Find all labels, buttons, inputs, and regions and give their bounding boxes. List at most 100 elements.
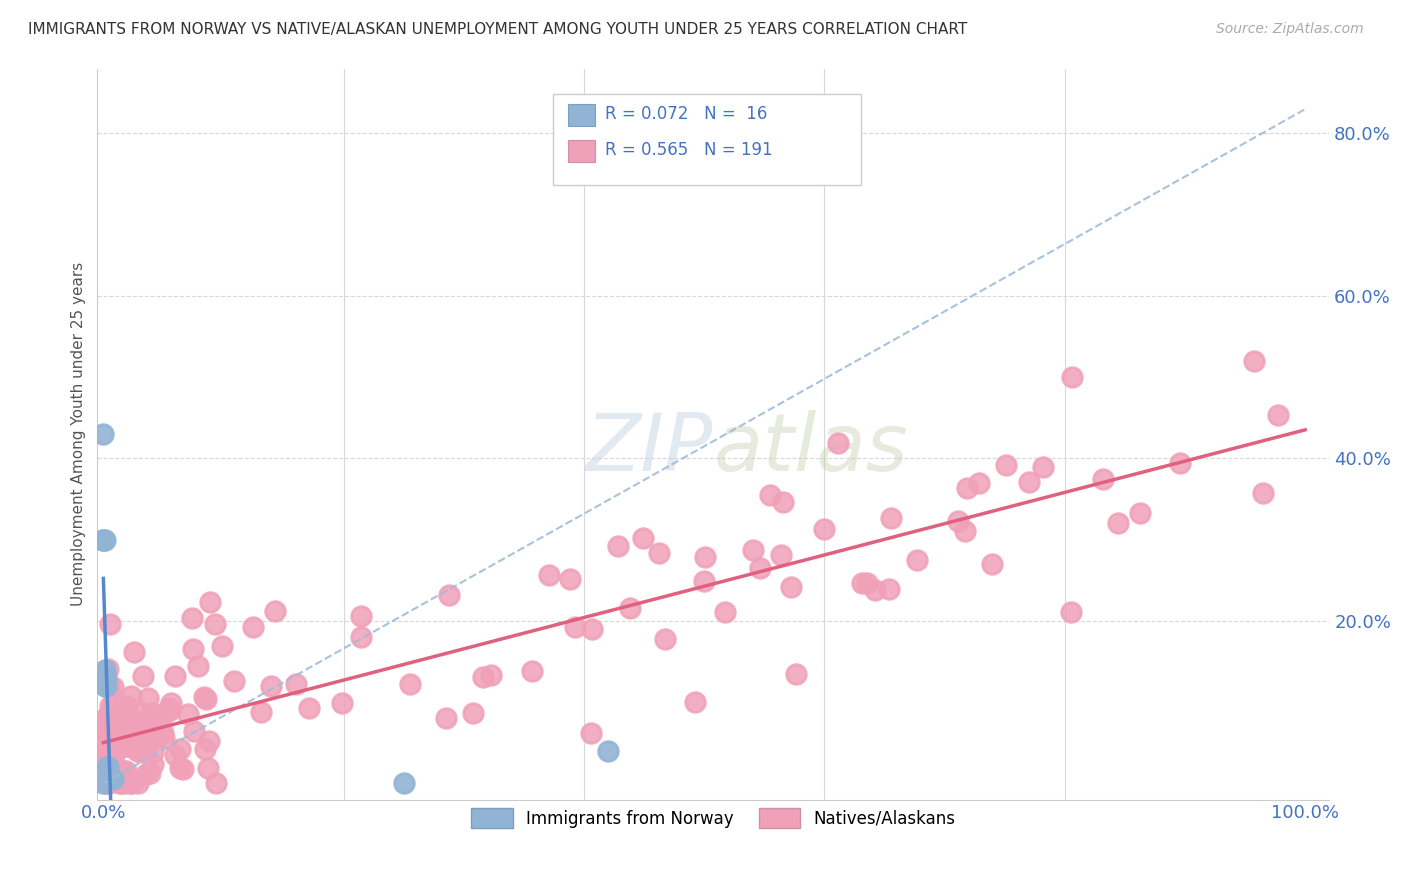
Point — [132, 743, 155, 757]
Point — [785, 666, 807, 681]
Point — [399, 677, 422, 691]
Point — [631, 531, 654, 545]
Point — [98, 681, 121, 695]
Point — [135, 766, 157, 780]
Point — [107, 761, 129, 775]
Point — [813, 522, 835, 536]
Point — [112, 722, 135, 736]
Point — [97, 732, 120, 747]
Point — [157, 701, 180, 715]
Legend: Immigrants from Norway, Natives/Alaskans: Immigrants from Norway, Natives/Alaskans — [464, 801, 962, 835]
Point — [855, 576, 877, 591]
Point — [121, 732, 143, 747]
Point — [260, 679, 283, 693]
Point — [98, 768, 121, 782]
Text: IMMIGRANTS FROM NORWAY VS NATIVE/ALASKAN UNEMPLOYMENT AMONG YOUTH UNDER 25 YEARS: IMMIGRANTS FROM NORWAY VS NATIVE/ALASKAN… — [28, 22, 967, 37]
Point — [1091, 472, 1114, 486]
Point — [877, 582, 900, 596]
Text: R = 0.565   N = 191: R = 0.565 N = 191 — [605, 142, 772, 160]
Point — [98, 705, 121, 719]
Point — [114, 712, 136, 726]
Point — [122, 645, 145, 659]
Point — [94, 679, 117, 693]
Point — [125, 743, 148, 757]
Point — [93, 737, 115, 751]
Point — [94, 767, 117, 781]
Point — [969, 475, 991, 490]
Point — [129, 715, 152, 730]
Point — [264, 604, 287, 618]
Point — [101, 736, 124, 750]
Point — [127, 776, 149, 790]
Point — [94, 743, 117, 757]
Point — [654, 632, 676, 647]
Point — [136, 714, 159, 728]
Point — [110, 736, 132, 750]
Text: atlas: atlas — [713, 409, 908, 488]
Point — [108, 737, 131, 751]
Point — [195, 692, 218, 706]
Point — [136, 737, 159, 751]
Point — [769, 548, 792, 562]
Point — [683, 695, 706, 709]
Point — [94, 724, 117, 739]
Point — [115, 728, 138, 742]
Point — [152, 731, 174, 745]
Point — [779, 580, 801, 594]
Point — [94, 735, 117, 749]
Point — [94, 772, 117, 787]
Point — [772, 495, 794, 509]
Point — [181, 642, 204, 657]
Point — [105, 763, 128, 777]
Point — [693, 550, 716, 565]
Point — [204, 617, 226, 632]
Point — [93, 776, 115, 790]
Point — [330, 696, 353, 710]
Point — [392, 776, 415, 790]
Point — [93, 679, 115, 693]
Point — [222, 674, 245, 689]
Point — [115, 721, 138, 735]
Point — [100, 730, 122, 744]
Point — [100, 728, 122, 742]
Point — [103, 680, 125, 694]
Point — [114, 739, 136, 753]
Point — [197, 734, 219, 748]
Point — [108, 776, 131, 790]
Point — [197, 760, 219, 774]
Point — [103, 705, 125, 719]
Point — [121, 689, 143, 703]
Point — [159, 703, 181, 717]
Point — [581, 622, 603, 636]
Point — [129, 705, 152, 719]
Point — [211, 639, 233, 653]
Point — [205, 776, 228, 790]
Point — [93, 671, 115, 685]
Point — [98, 616, 121, 631]
Point — [93, 758, 115, 772]
Point — [851, 575, 873, 590]
Point — [111, 765, 134, 780]
Point — [97, 707, 120, 722]
Point — [141, 710, 163, 724]
Point — [96, 776, 118, 790]
Point — [93, 533, 115, 547]
Point — [93, 427, 115, 442]
Point — [114, 764, 136, 778]
Point — [94, 774, 117, 789]
Point — [110, 776, 132, 790]
Y-axis label: Unemployment Among Youth under 25 years: Unemployment Among Youth under 25 years — [72, 262, 86, 607]
Point — [946, 514, 969, 528]
Point — [165, 669, 187, 683]
Point — [98, 731, 121, 746]
Point — [121, 723, 143, 737]
Point — [96, 760, 118, 774]
Point — [103, 714, 125, 728]
Point — [101, 766, 124, 780]
Point — [93, 533, 115, 547]
Point — [648, 546, 671, 560]
Point — [103, 731, 125, 746]
Point — [98, 772, 121, 787]
Point — [122, 717, 145, 731]
Point — [96, 714, 118, 729]
